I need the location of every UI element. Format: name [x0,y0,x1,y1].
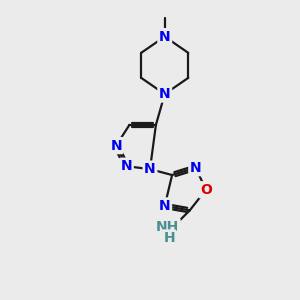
Text: H: H [163,231,175,245]
Text: N: N [144,162,156,176]
Text: O: O [200,183,212,197]
Text: N: N [159,199,170,213]
Text: N: N [159,30,170,44]
Text: N: N [159,87,170,101]
Text: N: N [110,139,122,153]
Text: N: N [190,161,202,175]
Text: NH: NH [156,220,179,234]
Text: N: N [121,159,132,173]
